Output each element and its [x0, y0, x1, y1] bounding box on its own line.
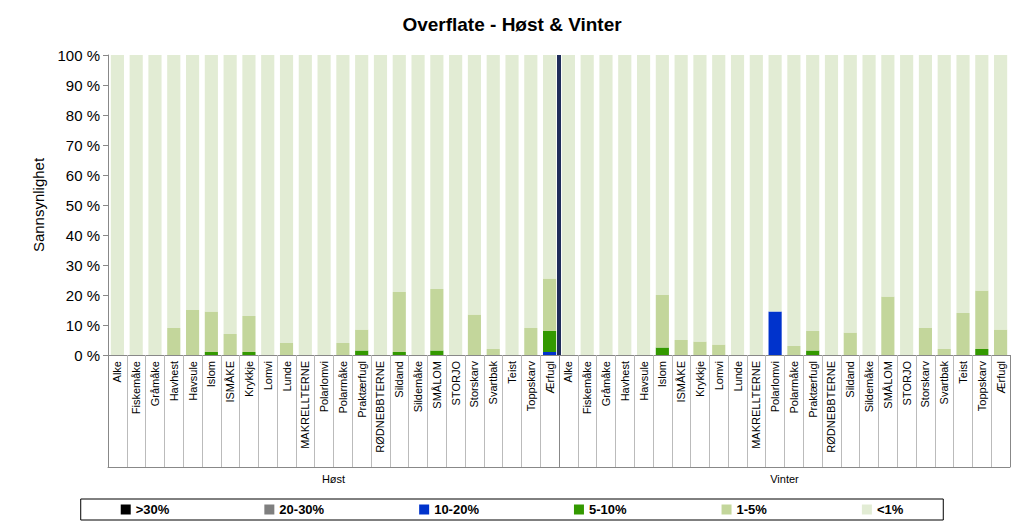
- svg-text:Polarlomvi: Polarlomvi: [318, 361, 330, 412]
- svg-text:Lomvi: Lomvi: [262, 361, 274, 390]
- svg-text:Polarmåke: Polarmåke: [337, 361, 349, 414]
- svg-text:Fiskemåke: Fiskemåke: [581, 361, 593, 414]
- svg-text:Toppskarv: Toppskarv: [976, 361, 988, 412]
- svg-text:Praktærfugl: Praktærfugl: [807, 361, 819, 418]
- svg-text:40 %: 40 %: [66, 227, 100, 244]
- svg-text:Svartbak: Svartbak: [487, 361, 499, 405]
- svg-text:5-10%: 5-10%: [589, 502, 627, 517]
- svg-text:Sildemåke: Sildemåke: [412, 361, 424, 412]
- svg-text:Fiskemåke: Fiskemåke: [130, 361, 142, 414]
- svg-text:60 %: 60 %: [66, 167, 100, 184]
- svg-text:10 %: 10 %: [66, 317, 100, 334]
- svg-text:Praktærfugl: Praktærfugl: [356, 361, 368, 418]
- svg-text:Svartbak: Svartbak: [938, 361, 950, 405]
- svg-text:SMÅLOM: SMÅLOM: [882, 361, 894, 409]
- svg-text:Polarlomvi: Polarlomvi: [769, 361, 781, 412]
- svg-text:MAKRELLTERNE: MAKRELLTERNE: [299, 361, 311, 449]
- svg-text:Ærfugl: Ærfugl: [544, 361, 556, 393]
- svg-text:Vinter: Vinter: [770, 473, 799, 485]
- svg-text:Alke: Alke: [562, 361, 574, 382]
- svg-text:Ærfugl: Ærfugl: [995, 361, 1007, 393]
- svg-text:Lunde: Lunde: [732, 361, 744, 392]
- svg-text:20-30%: 20-30%: [279, 502, 324, 517]
- svg-text:Teist: Teist: [957, 361, 969, 384]
- svg-text:RØDNEBBTERNE: RØDNEBBTERNE: [825, 361, 837, 453]
- svg-text:Gråmåke: Gråmåke: [149, 361, 161, 406]
- svg-text:MAKRELLTERNE: MAKRELLTERNE: [750, 361, 762, 449]
- svg-text:Toppskarv: Toppskarv: [525, 361, 537, 412]
- svg-text:>30%: >30%: [136, 502, 170, 517]
- svg-text:ISMÅKE: ISMÅKE: [675, 361, 687, 403]
- svg-text:Gråmåke: Gråmåke: [600, 361, 612, 406]
- svg-text:STORJO: STORJO: [901, 361, 913, 406]
- svg-text:80 %: 80 %: [66, 107, 100, 124]
- svg-text:Havhest: Havhest: [168, 361, 180, 401]
- svg-text:Havsule: Havsule: [187, 361, 199, 401]
- svg-text:Havsule: Havsule: [638, 361, 650, 401]
- svg-text:Krykkje: Krykkje: [243, 361, 255, 397]
- svg-text:STORJO: STORJO: [450, 361, 462, 406]
- svg-text:RØDNEBBTERNE: RØDNEBBTERNE: [374, 361, 386, 453]
- svg-text:Sildand: Sildand: [844, 361, 856, 398]
- svg-text:50 %: 50 %: [66, 197, 100, 214]
- svg-text:<1%: <1%: [877, 502, 904, 517]
- svg-text:Krykkje: Krykkje: [694, 361, 706, 397]
- svg-text:Islom: Islom: [205, 361, 217, 387]
- svg-text:70 %: 70 %: [66, 137, 100, 154]
- svg-text:Lunde: Lunde: [281, 361, 293, 392]
- svg-text:100 %: 100 %: [57, 47, 100, 64]
- svg-text:Sannsynlighet: Sannsynlighet: [30, 157, 47, 252]
- svg-text:Lomvi: Lomvi: [713, 361, 725, 390]
- svg-text:Sildand: Sildand: [393, 361, 405, 398]
- svg-text:Teist: Teist: [506, 361, 518, 384]
- svg-text:Havhest: Havhest: [619, 361, 631, 401]
- svg-text:0 %: 0 %: [74, 347, 100, 364]
- svg-text:30 %: 30 %: [66, 257, 100, 274]
- svg-text:20 %: 20 %: [66, 287, 100, 304]
- svg-text:10-20%: 10-20%: [434, 502, 479, 517]
- svg-text:ISMÅKE: ISMÅKE: [224, 361, 236, 403]
- svg-text:Islom: Islom: [656, 361, 668, 387]
- svg-text:SMÅLOM: SMÅLOM: [431, 361, 443, 409]
- svg-text:Sildemåke: Sildemåke: [863, 361, 875, 412]
- svg-text:Alke: Alke: [111, 361, 123, 382]
- svg-text:90 %: 90 %: [66, 77, 100, 94]
- svg-text:Storskarv: Storskarv: [919, 361, 931, 408]
- svg-text:Høst: Høst: [322, 473, 345, 485]
- svg-text:Polarmåke: Polarmåke: [788, 361, 800, 414]
- svg-text:Storskarv: Storskarv: [468, 361, 480, 408]
- svg-text:1-5%: 1-5%: [737, 502, 768, 517]
- svg-text:Overflate - Høst & Vinter: Overflate - Høst & Vinter: [402, 14, 622, 35]
